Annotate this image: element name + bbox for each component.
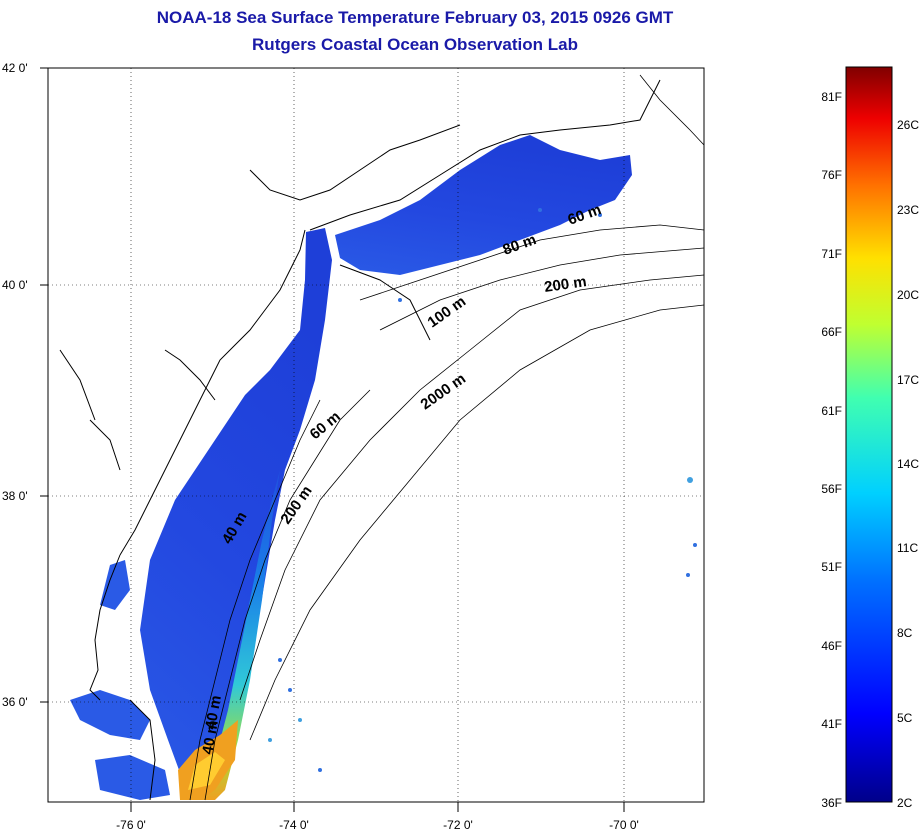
colorbar-f-41: 41F [821, 717, 842, 731]
map-frame [47, 67, 705, 803]
colorbar-c-5: 5C [897, 711, 913, 725]
colorbar-f-46: 46F [821, 639, 842, 653]
colorbar-c-2: 2C [897, 796, 913, 810]
colorbar-f-61: 61F [821, 404, 842, 418]
lon-label-76: -76 0' [116, 818, 146, 832]
lat-label-42: 42 0' [2, 61, 28, 75]
lat-label-40: 40 0' [2, 278, 28, 292]
colorbar-f-81: 81F [821, 90, 842, 104]
lon-label-74: -74 0' [279, 818, 309, 832]
colorbar-f-36: 36F [821, 796, 842, 810]
colorbar-c-20: 20C [897, 288, 920, 302]
isobath-label-40m-south-b: 40 m [202, 694, 225, 731]
isobath-label-100m: 100 m [425, 293, 470, 331]
colorbar-c-23: 23C [897, 203, 920, 217]
axis-ticks [40, 67, 625, 812]
colorbar-c-14: 14C [897, 457, 920, 471]
lon-label-72: -72 0' [443, 818, 473, 832]
lon-label-70: -70 0' [609, 818, 639, 832]
colorbar-f-76: 76F [821, 168, 842, 182]
colorbar-f-56: 56F [821, 482, 842, 496]
lat-label-38: 38 0' [2, 489, 28, 503]
colorbar-c-8: 8C [897, 626, 913, 640]
lat-label-36: 36 0' [2, 695, 28, 709]
colorbar-f-66: 66F [821, 325, 842, 339]
isobath-label-200m: 200 m [543, 273, 587, 296]
isobath-label-2000m: 2000 m [418, 370, 469, 413]
colorbar-c-17: 17C [897, 373, 920, 387]
isobath-label-60m: 60 m [307, 408, 344, 443]
colorbar-c-11: 11C [897, 541, 919, 555]
colorbar-f-71: 71F [821, 247, 842, 261]
map-title: NOAA-18 Sea Surface Temperature February… [156, 8, 674, 27]
colorbar-c-26: 26C [897, 118, 920, 132]
graticule [48, 68, 704, 802]
colorbar [845, 66, 893, 803]
isobaths [189, 74, 705, 801]
colorbar-f-51: 51F [821, 560, 842, 574]
coastline [59, 79, 661, 801]
isobath-label-40m-south: 40 m [199, 719, 222, 756]
sst-field [70, 135, 697, 800]
map-subtitle: Rutgers Coastal Ocean Observation Lab [252, 35, 578, 54]
